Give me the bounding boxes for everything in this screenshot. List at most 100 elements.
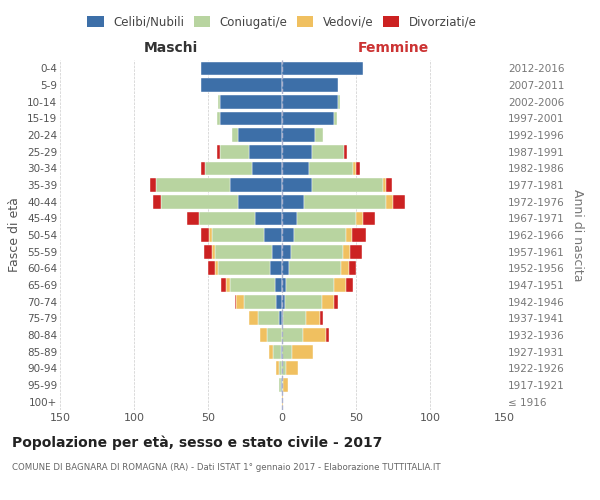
Text: Popolazione per età, sesso e stato civile - 2017: Popolazione per età, sesso e stato civil… [12, 435, 382, 450]
Bar [334, 112, 337, 125]
Bar [238, 128, 282, 142]
Bar [259, 312, 279, 325]
Text: Femmine: Femmine [358, 41, 428, 55]
Bar [220, 112, 282, 125]
Bar [150, 178, 156, 192]
Bar [236, 295, 244, 308]
Bar [291, 245, 343, 258]
Bar [267, 328, 282, 342]
Bar [212, 228, 264, 242]
Bar [244, 295, 276, 308]
Bar [282, 378, 283, 392]
Bar [217, 112, 220, 125]
Bar [212, 245, 215, 258]
Bar [283, 312, 305, 325]
Bar [304, 195, 386, 208]
Bar [346, 228, 352, 242]
Bar [200, 78, 282, 92]
Bar [294, 228, 346, 242]
Bar [200, 228, 209, 242]
Bar [279, 362, 282, 375]
Bar [279, 378, 281, 392]
Bar [283, 378, 288, 392]
Bar [303, 328, 326, 342]
Bar [289, 262, 341, 275]
Bar [269, 345, 273, 358]
Bar [282, 145, 311, 158]
Bar [282, 395, 283, 408]
Bar [352, 228, 367, 242]
Bar [282, 295, 285, 308]
Bar [286, 278, 334, 292]
Bar [314, 128, 323, 142]
Bar [353, 162, 356, 175]
Bar [205, 162, 253, 175]
Y-axis label: Anni di nascita: Anni di nascita [571, 188, 584, 281]
Bar [220, 145, 250, 158]
Bar [282, 362, 286, 375]
Bar [232, 128, 238, 142]
Bar [272, 245, 282, 258]
Bar [285, 295, 322, 308]
Bar [356, 212, 364, 225]
Bar [343, 245, 350, 258]
Bar [282, 228, 294, 242]
Bar [356, 162, 361, 175]
Bar [270, 262, 282, 275]
Bar [322, 295, 334, 308]
Bar [311, 178, 383, 192]
Bar [235, 295, 236, 308]
Bar [297, 212, 356, 225]
Bar [238, 195, 282, 208]
Bar [341, 262, 349, 275]
Bar [386, 195, 393, 208]
Legend: Celibi/Nubili, Coniugati/e, Vedovi/e, Divorziati/e: Celibi/Nubili, Coniugati/e, Vedovi/e, Di… [82, 11, 482, 34]
Bar [209, 228, 212, 242]
Bar [260, 328, 267, 342]
Bar [264, 228, 282, 242]
Bar [346, 278, 353, 292]
Bar [364, 212, 375, 225]
Bar [220, 95, 282, 108]
Text: COMUNE DI BAGNARA DI ROMAGNA (RA) - Dati ISTAT 1° gennaio 2017 - Elaborazione TU: COMUNE DI BAGNARA DI ROMAGNA (RA) - Dati… [12, 462, 440, 471]
Bar [275, 278, 282, 292]
Bar [320, 312, 323, 325]
Bar [383, 178, 386, 192]
Bar [334, 295, 338, 308]
Bar [282, 95, 338, 108]
Bar [308, 162, 353, 175]
Bar [208, 262, 215, 275]
Bar [218, 262, 270, 275]
Bar [282, 112, 334, 125]
Bar [200, 62, 282, 75]
Bar [187, 212, 199, 225]
Bar [282, 78, 338, 92]
Bar [156, 178, 230, 192]
Bar [326, 328, 329, 342]
Bar [282, 278, 286, 292]
Bar [350, 245, 362, 258]
Bar [282, 178, 311, 192]
Bar [282, 245, 291, 258]
Bar [200, 162, 205, 175]
Bar [286, 362, 298, 375]
Bar [250, 145, 282, 158]
Bar [282, 312, 283, 325]
Bar [215, 262, 218, 275]
Bar [230, 178, 282, 192]
Bar [281, 378, 282, 392]
Bar [221, 278, 226, 292]
Bar [282, 345, 292, 358]
Bar [393, 195, 405, 208]
Bar [338, 95, 340, 108]
Bar [256, 212, 282, 225]
Bar [282, 62, 364, 75]
Bar [253, 162, 282, 175]
Bar [282, 195, 304, 208]
Bar [311, 145, 344, 158]
Y-axis label: Fasce di età: Fasce di età [8, 198, 22, 272]
Bar [344, 145, 347, 158]
Bar [199, 212, 256, 225]
Bar [218, 95, 220, 108]
Bar [153, 195, 161, 208]
